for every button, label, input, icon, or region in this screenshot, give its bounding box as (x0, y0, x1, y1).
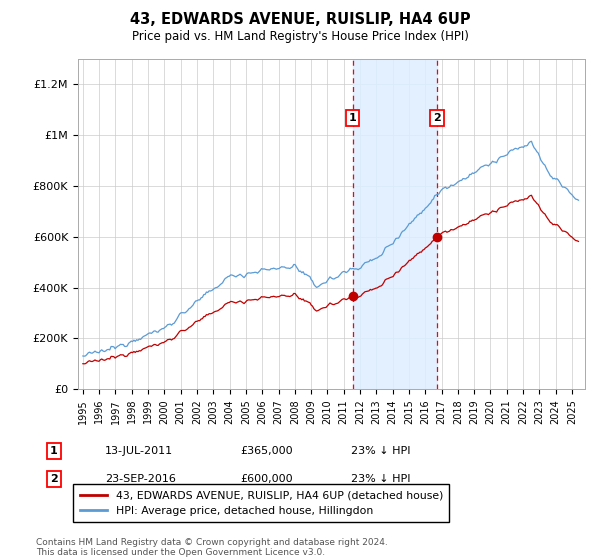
Text: Contains HM Land Registry data © Crown copyright and database right 2024.
This d: Contains HM Land Registry data © Crown c… (36, 538, 388, 557)
Legend: 43, EDWARDS AVENUE, RUISLIP, HA4 6UP (detached house), HPI: Average price, detac: 43, EDWARDS AVENUE, RUISLIP, HA4 6UP (de… (73, 484, 449, 522)
Text: 1: 1 (50, 446, 58, 456)
Text: 2: 2 (50, 474, 58, 484)
Bar (353, 59, 437, 389)
Text: £365,000: £365,000 (240, 446, 293, 456)
Text: Price paid vs. HM Land Registry's House Price Index (HPI): Price paid vs. HM Land Registry's House … (131, 30, 469, 43)
Text: 13-JUL-2011: 13-JUL-2011 (105, 446, 173, 456)
Text: 23% ↓ HPI: 23% ↓ HPI (351, 474, 410, 484)
Text: 43, EDWARDS AVENUE, RUISLIP, HA4 6UP: 43, EDWARDS AVENUE, RUISLIP, HA4 6UP (130, 12, 470, 27)
Text: 1: 1 (349, 113, 356, 123)
Text: £600,000: £600,000 (240, 474, 293, 484)
Text: 23% ↓ HPI: 23% ↓ HPI (351, 446, 410, 456)
Text: 23-SEP-2016: 23-SEP-2016 (105, 474, 176, 484)
Text: 2: 2 (433, 113, 441, 123)
